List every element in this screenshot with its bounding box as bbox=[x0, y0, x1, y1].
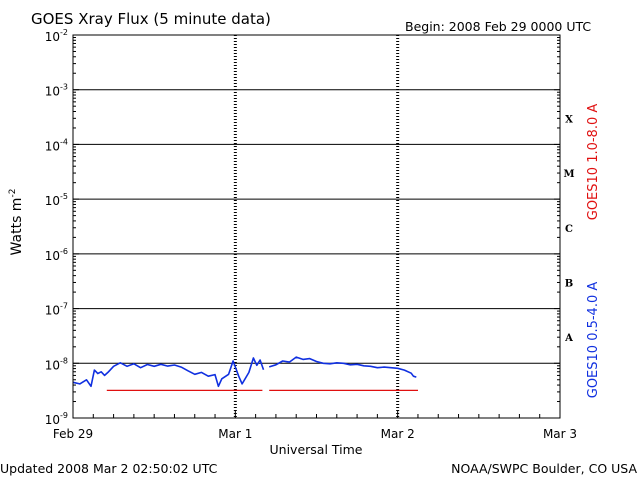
source-label: NOAA/SWPC Boulder, CO USA bbox=[451, 461, 637, 476]
begin-label: Begin: 2008 Feb 29 0000 UTC bbox=[405, 19, 591, 34]
y-tick-label: 10-9 bbox=[45, 411, 68, 427]
y-tick-labels: 10-2 10-3 10-4 10-5 10-6 10-7 10-8 10-9 bbox=[45, 28, 68, 427]
legend-entry-long: GOES10 1.0-8.0 A bbox=[586, 104, 601, 221]
series-line-short bbox=[72, 357, 265, 388]
y-tick-label: 10-2 bbox=[45, 28, 68, 44]
data-series bbox=[72, 356, 418, 391]
grid-lines bbox=[73, 35, 560, 418]
flare-class-labels: X M C B A bbox=[563, 114, 574, 344]
y-tick-label: 10-5 bbox=[45, 192, 68, 208]
x-tick-labels: Feb 29 Mar 1 Mar 2 Mar 3 bbox=[53, 427, 577, 441]
y-tick-label: 10-7 bbox=[45, 302, 68, 318]
updated-timestamp: Updated 2008 Mar 2 02:50:02 UTC bbox=[0, 461, 218, 476]
flare-class-c: C bbox=[565, 224, 573, 235]
y-tick-label: 10-8 bbox=[45, 356, 68, 372]
x-tick-label: Mar 2 bbox=[381, 427, 415, 441]
svg-text:Watts m-2: Watts m-2 bbox=[8, 189, 25, 256]
flare-class-m: M bbox=[563, 169, 574, 180]
legend: GOES10 1.0-8.0 A GOES10 0.5-4.0 A bbox=[586, 104, 601, 399]
flare-class-b: B bbox=[565, 278, 573, 289]
y-axis-label-exponent: -2 bbox=[8, 189, 18, 198]
y-tick-label: 10-3 bbox=[45, 83, 68, 99]
series-line-short bbox=[268, 356, 417, 378]
plot-frame bbox=[72, 34, 561, 419]
chart-title: GOES Xray Flux (5 minute data) bbox=[31, 10, 271, 28]
flare-class-x: X bbox=[565, 114, 573, 125]
flare-class-a: A bbox=[564, 333, 573, 344]
x-tick-label: Mar 1 bbox=[218, 427, 252, 441]
axis-ticks bbox=[72, 34, 561, 419]
y-tick-label: 10-6 bbox=[45, 247, 68, 263]
legend-entry-short: GOES10 0.5-4.0 A bbox=[586, 282, 601, 399]
x-tick-label: Feb 29 bbox=[53, 427, 93, 441]
y-tick-label: 10-4 bbox=[45, 137, 68, 153]
y-axis-label: Watts m-2 bbox=[8, 189, 25, 256]
x-tick-label: Mar 3 bbox=[543, 427, 577, 441]
y-axis-label-text: Watts m bbox=[9, 198, 25, 256]
x-axis-label: Universal Time bbox=[270, 442, 363, 457]
